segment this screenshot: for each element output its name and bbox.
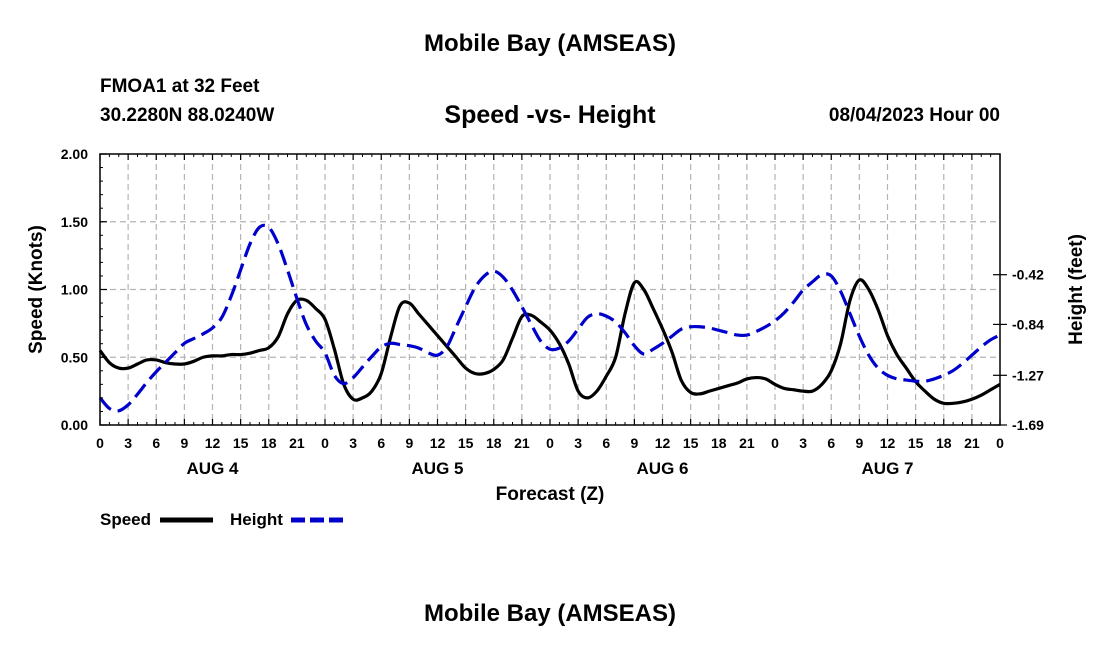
y2-tick-label: -0.42 [1012,267,1044,283]
x-tick-label: 0 [96,435,104,451]
x-tick-label: 3 [124,435,132,451]
x-tick-label: 12 [880,435,896,451]
x-tick-label: 3 [799,435,807,451]
speed-height-chart: 0 3 6 9 12 15 18 21 0 3 6 9 12 15 18 21 0 3 6 9 12 15 18 21 0 3 6 9… [26,146,1087,529]
y-tick-label: 1.00 [61,282,88,298]
x-tick-label: 12 [430,435,446,451]
x-tick-label: 15 [233,435,249,451]
y-tick-label: 1.50 [61,214,88,230]
y-axis-title: Speed (Knots) [26,225,47,354]
x-tick-label: 0 [771,435,779,451]
x-tick-label: 18 [261,435,277,451]
x-tick-label: 18 [486,435,502,451]
y2-axis-title: Height (feet) [1066,234,1087,345]
forecast-date-label: 08/04/2023 Hour 00 [828,105,1000,126]
x-tick-label: 0 [996,435,1004,451]
x-tick-label: 3 [349,435,357,451]
axes: 0 3 6 9 12 15 18 21 0 3 6 9 12 15 18 21 0 3 6 9 12 15 18 21 0 3 6 9… [61,146,1044,478]
x-tick-label: 18 [711,435,727,451]
legend-label-height: Height [230,510,283,529]
series-line-height [98,223,1001,413]
x-tick-label: 15 [908,435,924,451]
chart-subtitle: Speed -vs- Height [444,101,656,129]
x-tick-label: 15 [683,435,699,451]
x-tick-label: 6 [827,435,835,451]
x-tick-label: 21 [964,435,980,451]
x-tick-label: 6 [152,435,160,451]
y2-tick-label: -1.27 [1012,367,1044,383]
x-tick-label: 0 [546,435,554,451]
day-label: AUG 6 [637,459,689,478]
y2-tick-label: -1.69 [1012,417,1044,433]
x-axis-title: Forecast (Z) [496,484,605,505]
x-tick-label: 12 [205,435,221,451]
chart-title: Mobile Bay (AMSEAS) [423,30,677,57]
x-tick-label: 21 [514,435,530,451]
coordinates-label: 30.2280N 88.0240W [100,105,275,126]
x-tick-label: 18 [936,435,952,451]
y-tick-label: 2.00 [61,146,88,162]
legend: Speed Height [100,510,344,529]
legend-label-speed: Speed [100,510,151,529]
x-tick-label: 9 [405,435,413,451]
x-tick-label: 6 [602,435,610,451]
day-label: AUG 4 [187,459,240,478]
station-label: FMOA1 at 32 Feet [100,76,260,97]
x-tick-label: 12 [655,435,671,451]
day-label: AUG 7 [862,459,914,478]
x-tick-label: 15 [458,435,474,451]
y-tick-label: 0.00 [61,417,88,433]
x-tick-label: 21 [739,435,755,451]
y-tick-label: 0.50 [61,349,88,365]
bottom-title: Mobile Bay (AMSEAS) [423,600,677,627]
x-tick-label: 9 [180,435,188,451]
x-tick-label: 3 [574,435,582,451]
x-tick-label: 9 [630,435,638,451]
x-tick-label: 21 [289,435,305,451]
grid [100,154,1000,425]
x-tick-label: 0 [321,435,329,451]
x-tick-label: 9 [855,435,863,451]
x-tick-label: 6 [377,435,385,451]
y2-tick-label: -0.84 [1012,316,1044,332]
series-layer [98,223,1001,413]
day-label: AUG 5 [412,459,464,478]
series-line-speed [98,278,1001,406]
